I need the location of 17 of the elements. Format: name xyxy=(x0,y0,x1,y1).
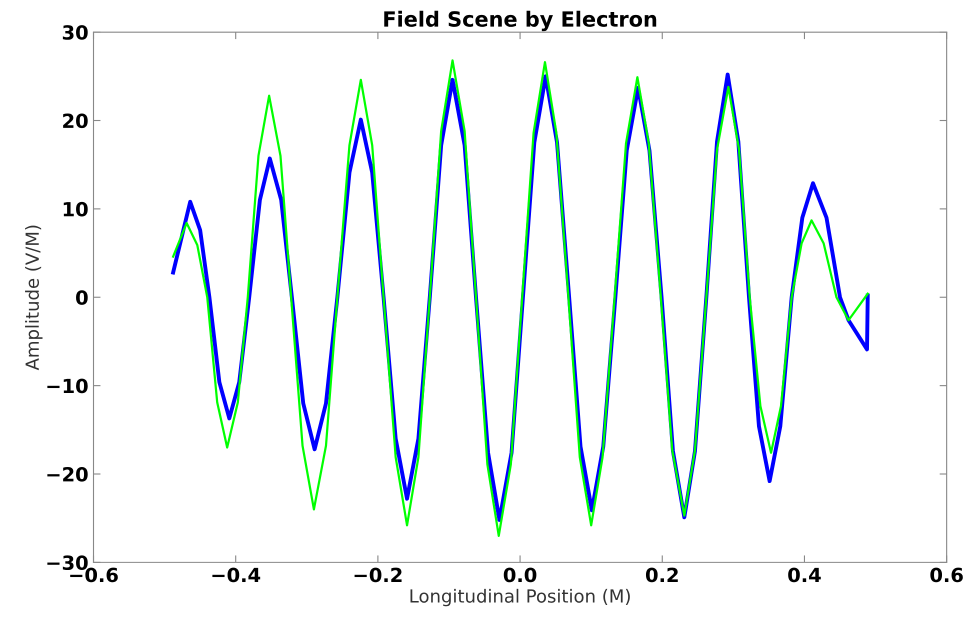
x-axis-title: Longitudinal Position (M) xyxy=(410,588,630,606)
y-tick-label: −20 xyxy=(47,466,88,482)
x-tick-label: −0.4 xyxy=(212,568,260,582)
y-tick-label: 20 xyxy=(63,113,88,128)
y-tick-label: −30 xyxy=(47,555,88,570)
y-tick-label: 0 xyxy=(76,290,88,305)
x-tick-label: 0.2 xyxy=(646,568,678,582)
y-tick-label: 30 xyxy=(62,25,88,40)
chart-title: Field Scene by Electron xyxy=(384,10,656,32)
y-tick-label: −10 xyxy=(47,378,88,394)
x-tick-label: 0.6 xyxy=(930,568,963,582)
x-tick-label: 0.4 xyxy=(788,568,821,582)
y-tick-label: 10 xyxy=(64,202,88,217)
y-axis-title: Amplitude (V/M) xyxy=(25,226,43,370)
x-tick-label: −0.6 xyxy=(70,568,118,582)
x-tick-label: 0.0 xyxy=(504,568,536,582)
x-tick-label: −0.2 xyxy=(354,568,402,582)
